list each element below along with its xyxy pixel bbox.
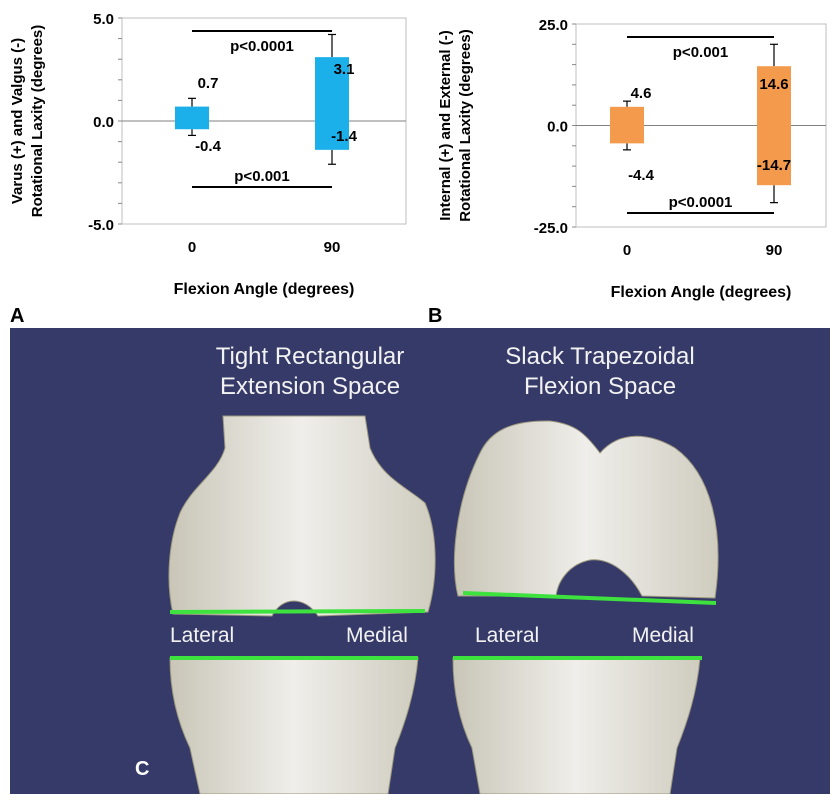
left-heading: Tight Rectangular Extension Space [160,342,460,402]
y-tick-label: -25.0 [534,220,568,237]
y-tick-label: 0.0 [547,119,568,136]
chart-b: 25.0 0.0 -25.0 Internal (+) and External (-… [437,17,827,301]
panel-letter-a: A [10,305,25,327]
y-axis-label-line: Rotational Laxity (degrees) [29,25,46,218]
right-heading: Slack Trapezoidal Flexion Space [450,342,750,402]
x-tick-label: 0 [188,239,196,256]
value-label: -1.4 [331,128,358,145]
value-label: 14.6 [759,76,788,93]
bar-positive [175,106,209,121]
value-label: 4.6 [631,85,652,102]
bar-positive [610,106,644,126]
value-label: -4.4 [628,167,655,184]
bar-negative [315,121,349,150]
x-axis-label: Flexion Angle (degrees) [611,284,792,301]
left-heading-line-1: Tight Rectangular [215,343,405,370]
value-label: 0.7 [198,75,219,92]
left-femur-gap-line [169,609,426,614]
right-heading-line-1: Slack Trapezoidal [505,343,695,370]
left-lateral-label: Lateral [170,624,235,647]
y-axis-label-line: Rotational Laxity (degrees) [457,29,474,222]
panel-letter-b: B [428,305,443,327]
left-tibia-shape [169,657,419,794]
value-label: -0.4 [195,138,222,155]
left-heading-line-2: Extension Space [219,373,401,400]
y-axis-label-line: Internal (+) and External (-) [437,30,454,220]
panel-letter-c: C [135,758,150,780]
right-heading-line-2: Flexion Space [523,373,677,400]
significance-label: p<0.001 [673,44,728,61]
bar-negative [610,125,644,144]
y-tick-label: -5.0 [88,217,114,234]
right-medial-label: Medial [632,624,694,647]
right-tibia-shape [452,657,701,794]
bar-positive [757,66,791,126]
significance-label: p<0.001 [234,168,289,185]
x-tick-label: 90 [324,239,341,256]
left-femur-shape [168,415,436,617]
significance-label: p<0.0001 [669,194,733,211]
bar-positive [315,57,349,121]
knee-bones-illustration [168,415,719,794]
left-medial-label: Medial [346,624,408,647]
significance-label: p<0.0001 [230,38,294,55]
x-axis-label: Flexion Angle (degrees) [174,281,355,298]
bar-negative [175,121,209,130]
right-femur-shape [454,420,719,599]
y-tick-label: 5.0 [93,11,114,28]
knee-illustration-panel: Tight Rectangular Extension Space Slack … [10,328,830,794]
bar-negative [757,125,791,186]
y-tick-label: 25.0 [539,17,568,34]
right-lateral-label: Lateral [475,624,540,647]
chart-a: 5.0 0.0 -5.0 Varus (+) and Valgus (-) Rotati… [9,11,407,298]
x-tick-label: 90 [766,242,783,259]
y-tick-label: 0.0 [93,114,114,131]
value-label: -14.7 [757,157,791,174]
y-axis-label-line: Varus (+) and Valgus (-) [9,38,26,204]
x-tick-label: 0 [623,242,631,259]
value-label: 3.1 [334,61,355,78]
right-femur-gap-line [462,591,717,605]
